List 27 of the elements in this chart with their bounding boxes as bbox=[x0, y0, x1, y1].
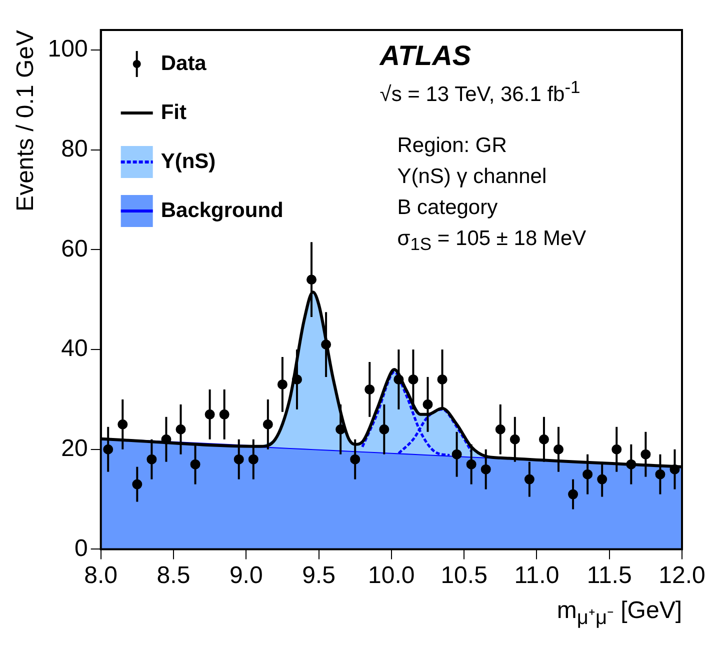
x-tick-label: 8.5 bbox=[156, 562, 190, 590]
x-tick-label: 11.0 bbox=[514, 562, 560, 590]
x-tick-label: 8.0 bbox=[84, 562, 118, 590]
x-axis-title: m$_{μ⁺μ⁻}$ [GeV] bbox=[556, 597, 682, 630]
y-tick-label: 0 bbox=[74, 534, 88, 562]
x-tick-label: 12.0 bbox=[658, 562, 706, 590]
x-tick-label: 9.5 bbox=[302, 562, 336, 590]
annotation: ATLAS bbox=[380, 40, 472, 72]
y-axis-title: Events / 0.1 GeV bbox=[12, 30, 40, 212]
x-tick-label: 11.5 bbox=[586, 562, 632, 590]
y-tick-label: 60 bbox=[61, 235, 88, 262]
annotation: σ$_{1S}$ = 105 ± 18 MeV bbox=[397, 227, 586, 256]
y-tick-label: 80 bbox=[61, 135, 88, 162]
legend-label: Υ(nS) bbox=[160, 150, 216, 173]
x-tick-label: 10.0 bbox=[368, 562, 415, 590]
y-tick-label: 100 bbox=[48, 36, 88, 63]
y-tick-label: 40 bbox=[61, 335, 88, 362]
legend-label: Fit bbox=[160, 100, 187, 124]
x-tick-label: 10.5 bbox=[440, 562, 488, 590]
annotation: B category bbox=[397, 196, 498, 220]
annotation: Region: GR bbox=[397, 134, 507, 158]
legend-label: Data bbox=[160, 52, 207, 75]
annotation: √s = 13 TeV, 36.1 fb$^{-1}$ bbox=[380, 76, 580, 107]
x-tick-label: 9.0 bbox=[229, 562, 263, 590]
annotation: Υ(nS) γ channel bbox=[397, 164, 547, 189]
legend-label: Background bbox=[160, 198, 284, 222]
y-tick-label: 20 bbox=[61, 434, 88, 462]
